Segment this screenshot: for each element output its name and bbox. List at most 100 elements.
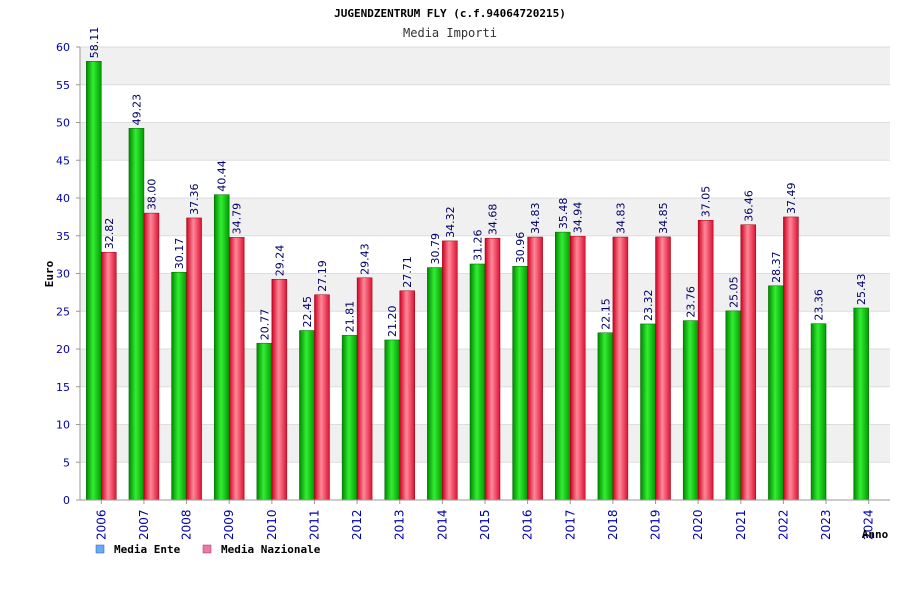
value-label-ente: 30.96 xyxy=(514,232,527,264)
x-tick-label: 2022 xyxy=(776,509,790,540)
y-axis-ticks: 0 5 10 15 20 25 30 35 40 45 50 55 60 xyxy=(56,41,80,507)
x-tick-label: 2021 xyxy=(734,509,748,540)
value-label-ente: 40.44 xyxy=(216,160,229,191)
value-label-ente: 49.23 xyxy=(130,94,143,126)
bar-media-ente xyxy=(128,128,145,501)
value-label-ente: 22.45 xyxy=(301,296,314,328)
value-label-ente: 30.17 xyxy=(173,238,186,270)
y-tick-label: 10 xyxy=(56,419,70,432)
bar-media-nazionale xyxy=(143,212,160,501)
value-label-ente: 23.76 xyxy=(685,286,698,318)
legend: Media Ente Media Nazionale xyxy=(95,543,321,556)
y-tick-label: 30 xyxy=(56,268,70,281)
bar-media-ente xyxy=(725,310,742,501)
x-tick-label: 2018 xyxy=(606,509,620,540)
bar-media-ente xyxy=(810,323,827,501)
y-tick-label: 55 xyxy=(56,79,70,92)
x-tick-label: 2009 xyxy=(222,509,236,540)
x-tick-label: 2017 xyxy=(563,509,577,540)
bar-media-ente xyxy=(597,332,614,501)
bar-media-ente xyxy=(171,271,187,501)
value-label-ente: 21.20 xyxy=(386,305,399,337)
x-tick-label: 2006 xyxy=(94,509,108,540)
y-axis-label: Euro xyxy=(43,260,56,287)
chart-title: JUGENDZENTRUM FLY (c.f.94064720215) xyxy=(334,7,566,20)
value-label-nazionale: 37.05 xyxy=(700,186,713,218)
legend-swatch-ente xyxy=(95,544,105,554)
x-tick-label: 2013 xyxy=(393,509,407,540)
value-label-nazionale: 29.24 xyxy=(273,245,286,277)
value-label-nazionale: 34.32 xyxy=(444,206,457,238)
y-tick-label: 50 xyxy=(56,117,70,130)
y-tick-label: 25 xyxy=(56,305,70,318)
bar-media-nazionale xyxy=(612,236,629,501)
value-label-nazionale: 37.36 xyxy=(188,183,201,215)
value-label-nazionale: 34.94 xyxy=(572,202,585,234)
legend-label-nazionale: Media Nazionale xyxy=(221,543,321,556)
value-label-ente: 22.15 xyxy=(599,298,612,330)
value-label-nazionale: 34.79 xyxy=(231,203,244,234)
bar-media-nazionale xyxy=(527,236,543,501)
x-tick-label: 2008 xyxy=(180,509,194,540)
bar-media-ente xyxy=(86,61,102,501)
bar-media-nazionale xyxy=(356,277,373,501)
value-label-ente: 20.77 xyxy=(258,309,271,341)
value-label-ente: 35.48 xyxy=(557,198,570,230)
value-label-ente: 23.32 xyxy=(642,289,655,321)
value-label-nazionale: 29.43 xyxy=(359,243,372,275)
x-tick-label: 2020 xyxy=(691,509,705,540)
value-label-ente: 21.81 xyxy=(344,301,357,333)
y-tick-label: 20 xyxy=(56,343,70,356)
bar-media-nazionale xyxy=(740,224,757,501)
bar-media-ente xyxy=(853,307,869,501)
bar-media-nazionale xyxy=(186,217,202,501)
value-label-nazionale: 34.85 xyxy=(657,202,670,234)
bar-media-nazionale xyxy=(570,235,586,501)
value-label-nazionale: 34.83 xyxy=(614,203,627,235)
plot-band xyxy=(80,47,890,85)
value-label-nazionale: 37.49 xyxy=(785,182,798,214)
bar-media-nazionale xyxy=(101,251,117,501)
bar-media-nazionale xyxy=(783,216,799,501)
value-label-nazionale: 27.19 xyxy=(316,260,329,292)
value-label-ente: 25.43 xyxy=(855,274,868,306)
value-label-ente: 25.05 xyxy=(727,276,740,308)
y-tick-label: 45 xyxy=(56,154,70,167)
value-label-nazionale: 36.46 xyxy=(742,190,755,222)
plot-band xyxy=(80,122,890,161)
bars: 58.11 32.82 49.23 38.00 30.17 37.36 40.4434.79… xyxy=(86,27,869,501)
x-tick-label: 2014 xyxy=(435,509,449,540)
value-label-nazionale: 38.00 xyxy=(145,179,158,211)
bar-media-ente xyxy=(682,320,699,501)
y-tick-label: 0 xyxy=(63,494,70,507)
value-label-ente: 28.37 xyxy=(770,251,783,283)
x-tick-label: 2011 xyxy=(307,509,321,540)
bar-media-ente xyxy=(213,194,230,501)
bar-media-ente xyxy=(384,339,400,501)
bar-media-nazionale xyxy=(228,237,245,501)
x-tick-label: 2015 xyxy=(478,509,492,540)
legend-label-ente: Media Ente xyxy=(114,543,181,556)
value-label-ente: 58.11 xyxy=(88,27,101,59)
x-tick-label: 2010 xyxy=(265,509,279,540)
bar-media-ente xyxy=(469,263,486,501)
bar-media-nazionale xyxy=(314,294,330,501)
bar-media-ente xyxy=(427,267,443,501)
bar-media-nazionale xyxy=(655,236,671,501)
bar-media-nazionale xyxy=(442,240,458,501)
bar-media-ente xyxy=(341,335,358,501)
y-tick-label: 15 xyxy=(56,381,70,394)
bar-media-ente xyxy=(256,342,273,501)
x-tick-label: 2024 xyxy=(862,509,876,540)
y-tick-label: 35 xyxy=(56,230,70,243)
value-label-ente: 31.26 xyxy=(472,229,485,261)
y-tick-label: 60 xyxy=(56,41,70,54)
value-label-nazionale: 27.71 xyxy=(401,256,414,288)
x-tick-label: 2012 xyxy=(350,509,364,540)
value-label-nazionale: 34.68 xyxy=(487,204,500,236)
y-tick-label: 5 xyxy=(63,456,70,469)
y-tick-label: 40 xyxy=(56,192,70,205)
x-tick-label: 2019 xyxy=(649,509,663,540)
bar-media-ente xyxy=(768,285,784,501)
